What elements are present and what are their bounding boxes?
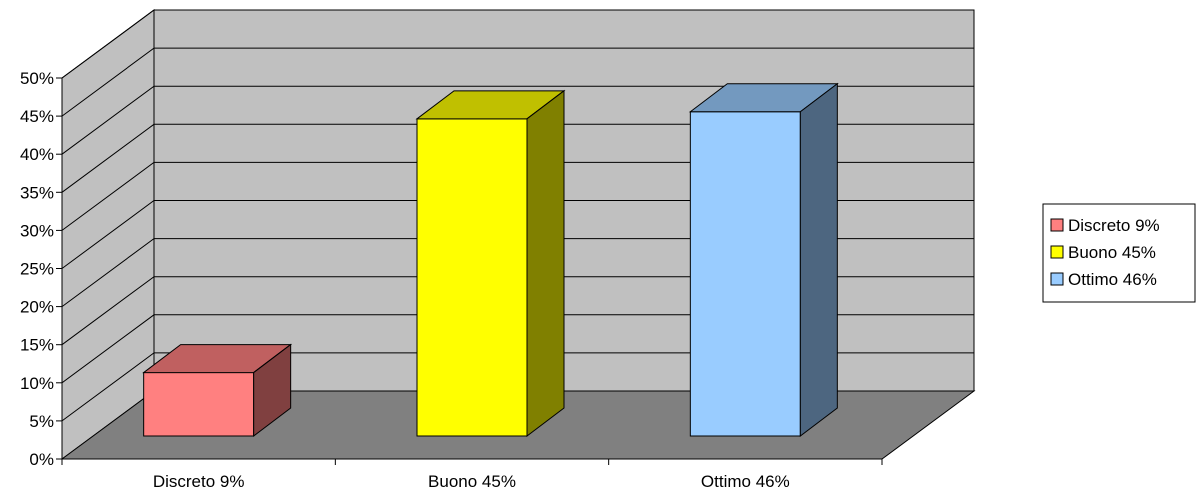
y-tick-label: 40% [20, 145, 54, 164]
y-tick-label: 20% [20, 298, 54, 317]
legend: Discreto 9% Buono 45% Ottimo 46% [1042, 203, 1196, 303]
bars [142, 82, 839, 438]
x-category-label: Buono 45% [428, 472, 516, 491]
y-axis: 0% 5% 10% 15% 20% 25% 30% 35% 40% 45% 50% [20, 69, 882, 469]
y-tick-label: 10% [20, 374, 54, 393]
y-tick-label: 5% [29, 412, 54, 431]
bar-side [526, 89, 565, 438]
y-tick-label: 0% [29, 450, 54, 469]
y-tick-label: 15% [20, 336, 54, 355]
gridline [61, 85, 974, 155]
legend-swatch [1050, 272, 1064, 286]
legend-swatch [1050, 218, 1064, 232]
x-axis-labels: Discreto 9% Buono 45% Ottimo 46% [61, 459, 883, 491]
y-tick-label: 50% [20, 69, 54, 88]
bar-3 [688, 82, 839, 438]
legend-box [1042, 203, 1196, 303]
y-tick-label: 35% [20, 183, 54, 202]
gridline [61, 47, 974, 117]
y-tick-label: 25% [20, 260, 54, 279]
y-tick-label: 30% [20, 221, 54, 240]
y-tick-label: 45% [20, 107, 54, 126]
legend-label: Discreto 9% [1068, 216, 1160, 235]
bar-front [416, 118, 528, 437]
legend-swatch [1050, 245, 1064, 259]
legend-label: Ottimo 46% [1068, 270, 1157, 289]
x-category-label: Discreto 9% [153, 472, 245, 491]
gridline [61, 9, 974, 79]
x-category-label: Ottimo 46% [701, 472, 790, 491]
bar-front [689, 111, 801, 437]
bar-side [253, 343, 292, 438]
bar-side [799, 82, 838, 438]
bar-front [143, 372, 255, 437]
legend-item: Buono 45% [1050, 243, 1156, 262]
bar-1 [142, 343, 293, 438]
legend-label: Buono 45% [1068, 243, 1156, 262]
bar-2 [415, 89, 566, 438]
legend-item: Ottimo 46% [1050, 270, 1157, 289]
legend-item: Discreto 9% [1050, 216, 1160, 235]
